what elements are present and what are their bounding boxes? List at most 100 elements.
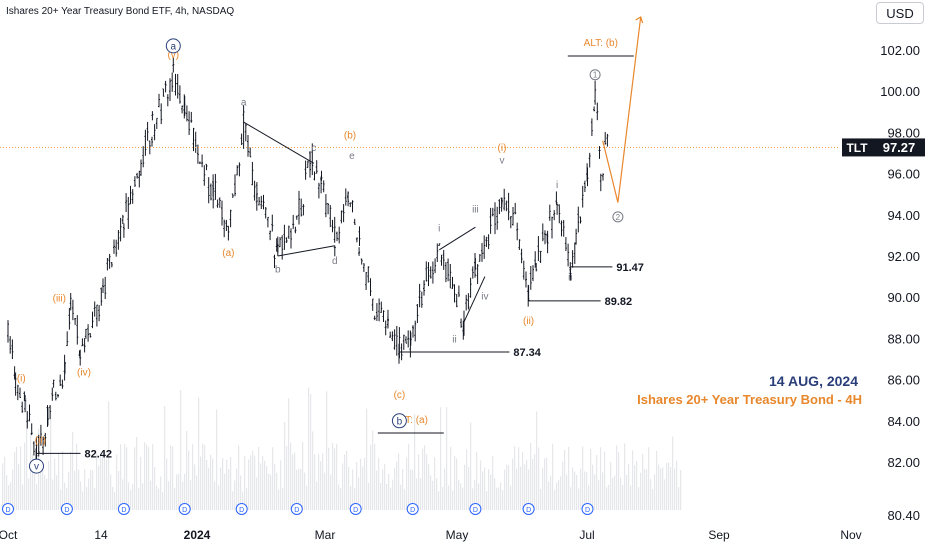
- wave-label-circled: 1: [593, 71, 598, 80]
- volume-bar: [116, 454, 118, 510]
- volume-bar: [260, 463, 262, 510]
- volume-bar: [570, 487, 572, 510]
- volume-bar: [480, 460, 482, 510]
- volume-bar: [94, 488, 96, 510]
- volume-bar: [232, 491, 234, 510]
- volume-bar: [200, 456, 202, 510]
- volume-bar: [534, 454, 536, 510]
- volume-bar: [60, 489, 62, 510]
- volume-bar: [432, 480, 434, 510]
- wave-label-gray: iii: [472, 205, 479, 216]
- volume-bar: [22, 484, 24, 510]
- volume-bar: [110, 474, 112, 510]
- time-tick-label: 14: [94, 528, 108, 542]
- volume-bars: [2, 387, 682, 510]
- volume-bar: [428, 463, 430, 510]
- volume-bar: [156, 485, 158, 510]
- volume-bar: [500, 482, 502, 510]
- volume-bar: [182, 481, 184, 510]
- volume-bar: [504, 469, 506, 510]
- volume-bar: [148, 447, 150, 510]
- volume-bar: [212, 458, 214, 510]
- price-axis[interactable]: 102.00 100.00 98.00 96.00 94.00 92.00 90.00 88.…: [880, 43, 920, 523]
- volume-bar: [618, 452, 620, 510]
- time-axis[interactable]: Oct 14 2024 Mar May Jul Sep Nov: [0, 528, 862, 542]
- dividend-marker[interactable]: [522, 503, 535, 515]
- volume-bar: [568, 446, 570, 510]
- volume-bar: [88, 478, 90, 510]
- volume-bar: [124, 444, 126, 510]
- price-tick-label: 100.00: [880, 84, 920, 99]
- price-tick-label: 82.00: [887, 455, 920, 470]
- time-tick-label: Oct: [0, 528, 18, 542]
- dividend-marker[interactable]: [2, 503, 14, 515]
- volume-bar: [210, 454, 212, 510]
- volume-bar: [178, 473, 180, 510]
- volume-bar: [254, 455, 256, 510]
- volume-bar: [312, 431, 314, 510]
- volume-bar: [288, 398, 290, 510]
- volume-bar: [214, 481, 216, 510]
- volume-bar: [430, 475, 432, 510]
- volume-bar: [208, 467, 210, 510]
- volume-bar: [344, 454, 346, 510]
- volume-bar: [282, 487, 284, 510]
- volume-bar: [496, 487, 498, 510]
- triangle-lower-line: [277, 245, 335, 257]
- volume-bar: [228, 469, 230, 510]
- volume-bar: [166, 458, 168, 510]
- dividend-marker-label: D: [121, 507, 126, 514]
- volume-bar: [266, 466, 268, 510]
- volume-bar: [492, 455, 494, 510]
- volume-bar: [246, 487, 248, 510]
- dividend-marker[interactable]: [469, 503, 482, 515]
- volume-bar: [638, 487, 640, 510]
- volume-bar: [6, 475, 8, 510]
- volume-bar: [420, 478, 422, 510]
- price-tick-label: 86.00: [887, 373, 920, 388]
- volume-bar: [562, 461, 564, 510]
- volume-bar: [416, 478, 418, 510]
- volume-bar: [508, 465, 510, 510]
- wave-circle: [165, 38, 181, 54]
- wave-label-gray: b: [275, 264, 281, 275]
- volume-bar: [592, 464, 594, 510]
- volume-bar: [512, 458, 514, 510]
- dividend-marker[interactable]: [178, 503, 191, 515]
- volume-bar: [674, 468, 676, 510]
- volume-bar: [218, 485, 220, 510]
- volume-bar: [392, 479, 394, 510]
- volume-bar: [380, 483, 382, 510]
- dividend-marker[interactable]: [406, 503, 419, 515]
- volume-bar: [362, 466, 364, 510]
- wave-label-orange: (ii): [35, 435, 46, 446]
- volume-bar: [78, 469, 80, 510]
- wave-label-gray: e: [349, 151, 355, 162]
- volume-bar: [162, 491, 164, 510]
- volume-bar: [268, 473, 270, 510]
- volume-bar: [114, 491, 116, 510]
- volume-bar: [184, 473, 186, 510]
- wave-label-gray: ii: [452, 335, 456, 346]
- dividend-marker[interactable]: [117, 503, 130, 515]
- volume-bar: [100, 454, 102, 510]
- volume-bar: [250, 455, 252, 510]
- volume-bar: [474, 480, 476, 510]
- volume-bar: [142, 483, 144, 510]
- volume-bar: [280, 460, 282, 510]
- volume-bar: [336, 443, 338, 510]
- dividend-marker[interactable]: [290, 503, 303, 515]
- dividend-marker[interactable]: [60, 503, 73, 515]
- dividend-marker[interactable]: [235, 503, 248, 515]
- volume-bar: [236, 468, 238, 510]
- wedge-lower-line: [463, 276, 486, 323]
- dividend-marker[interactable]: [349, 503, 362, 515]
- volume-bar: [412, 469, 414, 510]
- dividend-marker[interactable]: [581, 503, 594, 515]
- price-tick-label: 90.00: [887, 290, 920, 305]
- currency-button[interactable]: USD: [876, 2, 924, 24]
- volume-bar: [574, 471, 576, 510]
